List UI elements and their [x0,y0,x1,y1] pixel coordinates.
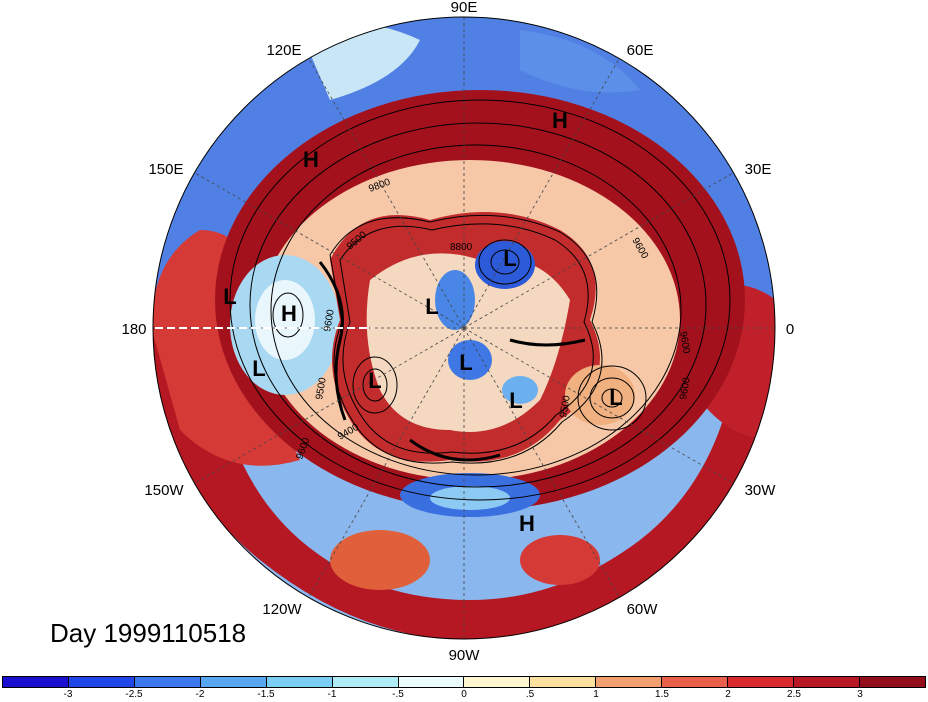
high-pressure-center: H [519,511,535,536]
colorbar-swatch [859,677,925,687]
day-label: Day 1999110518 [50,618,247,648]
high-pressure-center: H [303,147,319,172]
colorbar-swatch [398,677,465,687]
contour-value-label: 9500 [314,376,329,400]
colorbar-tick-label: -.5 [392,689,404,700]
colorbar [2,676,926,688]
lon-label-30e: 30E [745,161,772,178]
colorbar-swatch [3,677,69,687]
lon-label-180: 180 [121,321,146,338]
colorbar-tick-label: 2.5 [787,689,801,700]
lon-label-30w: 30W [745,482,777,499]
colorbar-swatch [464,677,531,687]
colorbar-tick-label: -2.5 [125,689,143,700]
lon-label-90w: 90W [449,647,481,664]
contour-value-label: 9600 [677,331,692,355]
lon-label-120e: 120E [266,42,301,59]
colorbar-swatch [662,677,729,687]
low-pressure-center: L [368,368,381,393]
colorbar-tick-label: 2 [725,689,731,700]
lon-label-0: 0 [786,321,794,338]
colorbar-swatch [68,677,135,687]
colorbar-swatch [332,677,399,687]
low-pressure-center: L [459,350,472,375]
low-pressure-center: L [223,284,236,309]
colorbar-swatch [530,677,597,687]
colorbar-tick-label: 1.5 [655,689,669,700]
low-pressure-center: L [509,388,522,413]
contour-value-label: 9600 [322,308,337,332]
lon-label-90e: 90E [451,0,478,16]
colorbar-tick-labels: -3 -2.5 -2 -1.5 -1 -.5 0 .5 1 1.5 2 2.5 3 [2,689,926,702]
lon-label-60w: 60W [627,601,659,618]
colorbar-swatch [728,677,795,687]
colorbar-swatch [794,677,860,687]
colorbar-tick-label: 3 [857,689,863,700]
colorbar-swatch [266,677,333,687]
jet-contours [318,261,586,462]
colorbar-tick-label: 0 [461,689,467,700]
geopotential-contours [229,99,731,501]
lon-label-150w: 150W [144,482,184,499]
colorbar-tick-label: -2 [195,689,205,700]
low-pressure-center: L [609,385,622,410]
colorbar-swatch [596,677,663,687]
colorbar-swatch [200,677,267,687]
colorbar-tick-label: 1 [593,689,599,700]
colorbar-tick-label: .5 [525,689,535,700]
colorbar-swatch [134,677,201,687]
map-boundary [152,16,776,640]
lon-label-150e: 150E [148,161,183,178]
high-pressure-center: H [552,108,568,133]
contour-value-label: 9500 [558,394,573,418]
lon-label-60e: 60E [627,42,654,59]
contour-value-label: 8800 [450,242,473,253]
low-pressure-center: L [503,246,516,271]
colorbar-tick-label: -3 [63,689,73,700]
low-pressure-center: L [425,294,438,319]
high-pressure-center: H [281,301,297,326]
lon-label-120w: 120W [262,601,302,618]
low-pressure-center: L [252,356,265,381]
colorbar-tick-label: -1 [327,689,337,700]
polar-map: 90E 60E 30E 0 30W 60W 90W 120W 150W 180 … [121,0,794,664]
graticule [153,17,775,639]
colorbar-tick-label: -1.5 [257,689,275,700]
contour-value-label: 9600 [678,376,693,400]
